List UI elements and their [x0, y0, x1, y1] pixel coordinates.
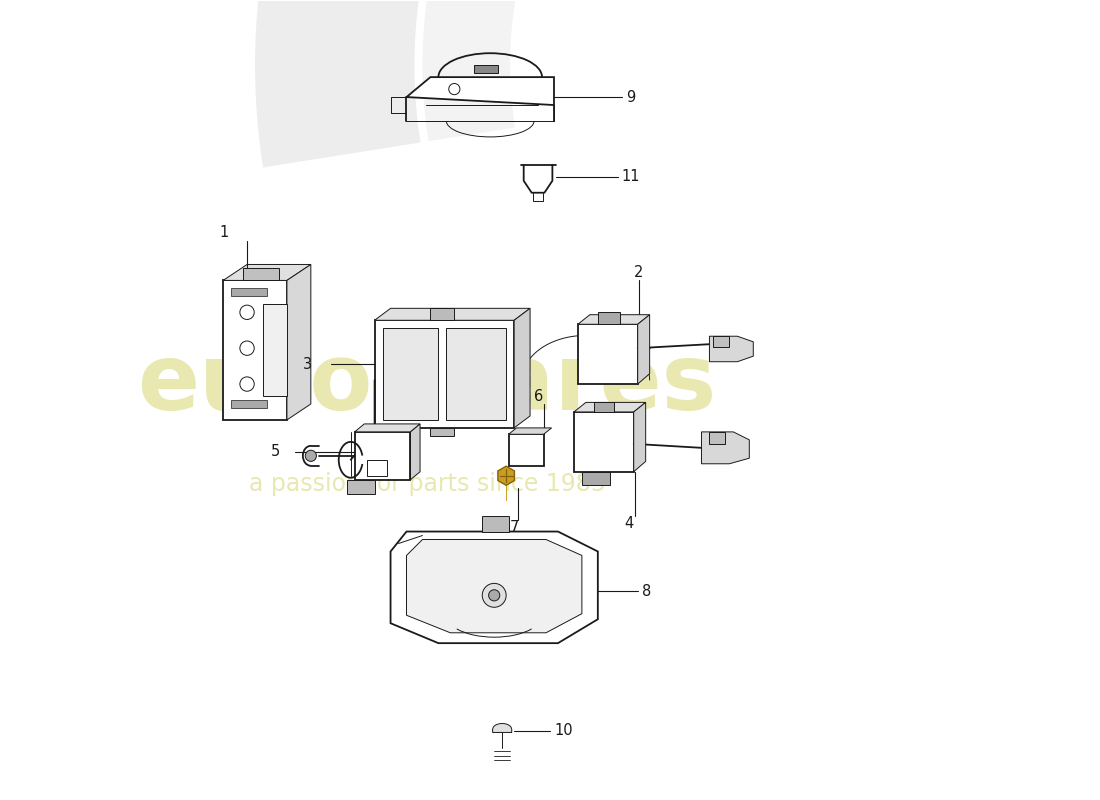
Polygon shape — [430, 428, 454, 436]
Polygon shape — [223, 265, 311, 281]
Polygon shape — [243, 269, 279, 281]
Text: 8: 8 — [641, 584, 651, 599]
Polygon shape — [223, 281, 287, 420]
Polygon shape — [498, 466, 515, 486]
Polygon shape — [354, 424, 420, 432]
Polygon shape — [578, 324, 638, 384]
Polygon shape — [346, 480, 375, 494]
Polygon shape — [508, 434, 543, 466]
Polygon shape — [383, 328, 439, 420]
Polygon shape — [231, 288, 267, 296]
Text: eurospares: eurospares — [138, 339, 717, 429]
Polygon shape — [710, 336, 754, 362]
Polygon shape — [354, 432, 410, 480]
Polygon shape — [447, 328, 506, 420]
Text: 9: 9 — [626, 90, 635, 105]
Polygon shape — [422, 0, 1100, 142]
Polygon shape — [407, 77, 554, 105]
Polygon shape — [375, 320, 514, 428]
Text: 3: 3 — [302, 357, 312, 372]
Polygon shape — [634, 402, 646, 472]
Circle shape — [306, 450, 317, 462]
Text: 5: 5 — [271, 444, 281, 459]
Polygon shape — [710, 432, 725, 444]
Text: 2: 2 — [634, 265, 643, 280]
Text: 1: 1 — [219, 225, 229, 240]
Polygon shape — [375, 308, 530, 320]
Polygon shape — [255, 0, 1100, 167]
Polygon shape — [714, 336, 729, 346]
Polygon shape — [231, 400, 267, 408]
Polygon shape — [702, 432, 749, 464]
Polygon shape — [508, 428, 551, 434]
Text: 6: 6 — [535, 389, 543, 403]
Polygon shape — [407, 539, 582, 633]
Polygon shape — [638, 314, 650, 384]
Circle shape — [488, 590, 499, 601]
Polygon shape — [410, 424, 420, 480]
Text: 10: 10 — [554, 723, 573, 738]
Polygon shape — [474, 65, 498, 73]
Text: a passion for parts since 1985: a passion for parts since 1985 — [249, 472, 606, 496]
Polygon shape — [514, 308, 530, 428]
Polygon shape — [482, 515, 508, 531]
Polygon shape — [263, 304, 287, 396]
Polygon shape — [574, 412, 634, 472]
Circle shape — [482, 583, 506, 607]
Polygon shape — [582, 472, 609, 486]
Polygon shape — [430, 308, 454, 320]
Text: 11: 11 — [621, 170, 640, 184]
Text: 7: 7 — [510, 520, 519, 535]
Polygon shape — [574, 402, 646, 412]
Text: 4: 4 — [624, 516, 634, 531]
Polygon shape — [366, 460, 386, 476]
Polygon shape — [287, 265, 311, 420]
Polygon shape — [578, 314, 650, 324]
Polygon shape — [493, 723, 512, 733]
Polygon shape — [597, 312, 620, 324]
Polygon shape — [390, 531, 597, 643]
Polygon shape — [594, 402, 614, 412]
